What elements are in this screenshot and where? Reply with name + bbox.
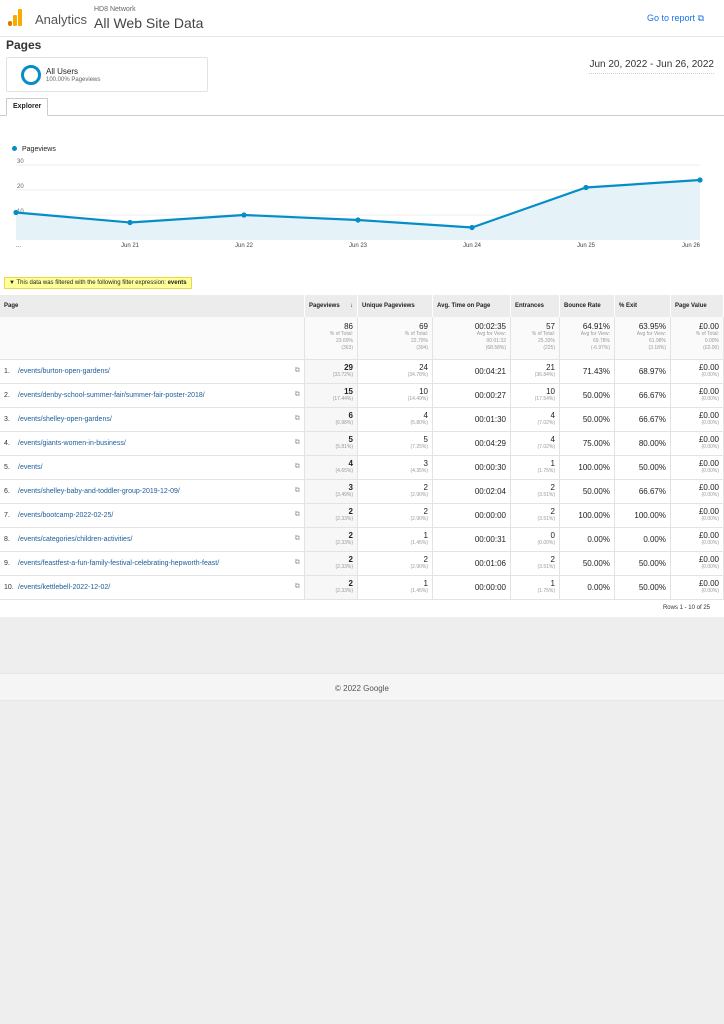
view-name[interactable]: All Web Site Data	[94, 15, 204, 31]
open-page-icon[interactable]: ⧉	[290, 575, 305, 600]
filter-notice: ▼ This data was filtered with the follow…	[4, 277, 192, 289]
chart-area	[16, 180, 700, 240]
table-row: 3./events/shelley-open-gardens/⧉ 6 (6.98%…	[0, 407, 724, 432]
segment-ring-icon	[21, 65, 41, 85]
page-link[interactable]: /events/shelley-baby-and-toddler-group-2…	[18, 487, 180, 495]
column-header[interactable]: Unique Pageviews	[357, 295, 433, 317]
page-link[interactable]: /events/giants-women-in-business/	[18, 439, 126, 447]
total-cell: 00:02:35 Avg for View: 00:01:32 (68.58%)	[432, 317, 511, 360]
total-cell: £0.00% of Total: 0.00% (£0.00)	[670, 317, 724, 360]
x-tick-label: Jun 24	[463, 243, 482, 249]
rows-info: Rows 1 - 10 of 25	[662, 605, 710, 611]
column-header[interactable]: Page	[0, 295, 305, 317]
page-link[interactable]: /events/feastfest-a-fun-family-festival-…	[18, 559, 220, 567]
page-title: Pages	[6, 38, 42, 52]
page-link[interactable]: /events/categories/children-activities/	[18, 535, 133, 543]
data-point	[241, 212, 247, 218]
x-tick-label: Jun 22	[235, 243, 254, 249]
open-page-icon[interactable]: ⧉	[290, 551, 305, 576]
filter-expression: events	[167, 280, 187, 286]
open-page-icon[interactable]: ⧉	[290, 503, 305, 528]
column-header[interactable]: Page Value	[670, 295, 724, 317]
sort-arrow-icon[interactable]: ↓	[350, 303, 353, 309]
filter-icon: ▼	[9, 280, 15, 286]
open-page-icon[interactable]: ⧉	[290, 455, 305, 480]
segment-percentage: 100.00% Pageviews	[46, 77, 101, 83]
x-tick-label: Jun 25	[577, 243, 596, 249]
chart-legend: Pageviews	[12, 146, 56, 153]
y-tick-label: 20	[17, 184, 24, 190]
data-table: Page Pageviews ↓ Unique Pageviews Avg. Time…	[0, 295, 724, 600]
open-page-icon[interactable]: ⧉	[290, 407, 305, 432]
brand: Analytics	[35, 12, 88, 27]
x-tick-label: Jun 26	[682, 243, 701, 249]
data-point	[469, 224, 475, 231]
data-point	[127, 219, 133, 226]
tab-explorer[interactable]: Explorer	[6, 98, 49, 116]
table-row: 9./events/feastfest-a-fun-family-festiva…	[0, 551, 724, 576]
table-row: 4./events/giants-women-in-business/⧉ 5 (5…	[0, 431, 724, 456]
page-link[interactable]: /events/denby-school-summer-fair/summer-…	[18, 391, 205, 399]
open-page-icon[interactable]: ⧉	[290, 479, 305, 504]
table-row: 5./events/⧉ 4 (4.65%) 3 (4.35%) 00:00:30 1…	[0, 455, 724, 480]
x-tick-label: ...	[16, 243, 21, 249]
table-row: 2./events/denby-school-summer-fair/summe…	[0, 383, 724, 408]
table-row: 10./events/kettlebell-2022-12-02/⧉ 2 (2.3…	[0, 575, 724, 600]
analytics-logo-icon	[8, 9, 22, 26]
column-header[interactable]: Avg. Time on Page	[432, 295, 511, 317]
data-point	[355, 217, 361, 223]
column-header[interactable]: Bounce Rate	[559, 295, 615, 317]
table-row: 6./events/shelley-baby-and-toddler-group…	[0, 479, 724, 504]
open-page-icon[interactable]: ⧉	[290, 359, 305, 384]
data-point	[13, 209, 19, 216]
footer: © 2022 Google	[0, 673, 724, 701]
legend-dot-icon	[12, 146, 17, 151]
legend-label: Pageviews	[22, 146, 56, 153]
x-tick-label: Jun 21	[121, 243, 140, 249]
table-row: 8./events/categories/children-activities…	[0, 527, 724, 552]
total-cell: 69% of Total: 22.70% (304)	[357, 317, 433, 360]
report-page: Analytics HD8 Network All Web Site Data …	[0, 0, 724, 617]
header: Analytics HD8 Network All Web Site Data …	[0, 0, 724, 37]
data-point	[583, 184, 589, 191]
totals-row: 86% of Total: 23.69% (363) 69% of Total: 22.…	[0, 317, 724, 360]
tab-bar: Explorer	[0, 98, 724, 116]
total-cell: 63.95% Avg for View: 61.98% (3.18%)	[614, 317, 671, 360]
table-row: 1./events/burton-open-gardens/⧉ 29 (33.72…	[0, 359, 724, 384]
open-page-icon[interactable]: ⧉	[290, 383, 305, 408]
y-tick-label: 30	[17, 159, 24, 165]
page-link[interactable]: /events/bootcamp-2022-02-25/	[18, 511, 114, 519]
page-link[interactable]: /events/shelley-open-gardens/	[18, 415, 112, 423]
x-tick-label: Jun 23	[349, 243, 368, 249]
segment-name: All Users	[46, 67, 79, 76]
table-row: 7./events/bootcamp-2022-02-25/⧉ 2 (2.33%)…	[0, 503, 724, 528]
open-page-icon[interactable]: ⧉	[290, 431, 305, 456]
go-to-report-link[interactable]: Go to report ⧉	[647, 13, 704, 23]
data-point	[697, 177, 703, 183]
total-cell: 64.91% Avg for View: 69.78% (-6.97%)	[559, 317, 615, 360]
external-link-icon: ⧉	[697, 13, 704, 23]
page-link[interactable]: /events/burton-open-gardens/	[18, 367, 110, 375]
column-header[interactable]: Pageviews ↓	[304, 295, 358, 317]
total-cell: 86% of Total: 23.69% (363)	[304, 317, 358, 360]
date-range-picker[interactable]: Jun 20, 2022 - Jun 26, 2022	[589, 59, 714, 74]
total-cell: 57% of Total: 25.33% (225)	[510, 317, 560, 360]
account-name: HD8 Network	[94, 6, 136, 13]
open-page-icon[interactable]: ⧉	[290, 527, 305, 552]
segment-card[interactable]: All Users 100.00% Pageviews	[6, 57, 208, 92]
page-link[interactable]: /events/kettlebell-2022-12-02/	[18, 583, 111, 591]
column-header[interactable]: % Exit	[614, 295, 671, 317]
column-header[interactable]: Entrances	[510, 295, 560, 317]
page-link[interactable]: /events/	[18, 463, 43, 471]
